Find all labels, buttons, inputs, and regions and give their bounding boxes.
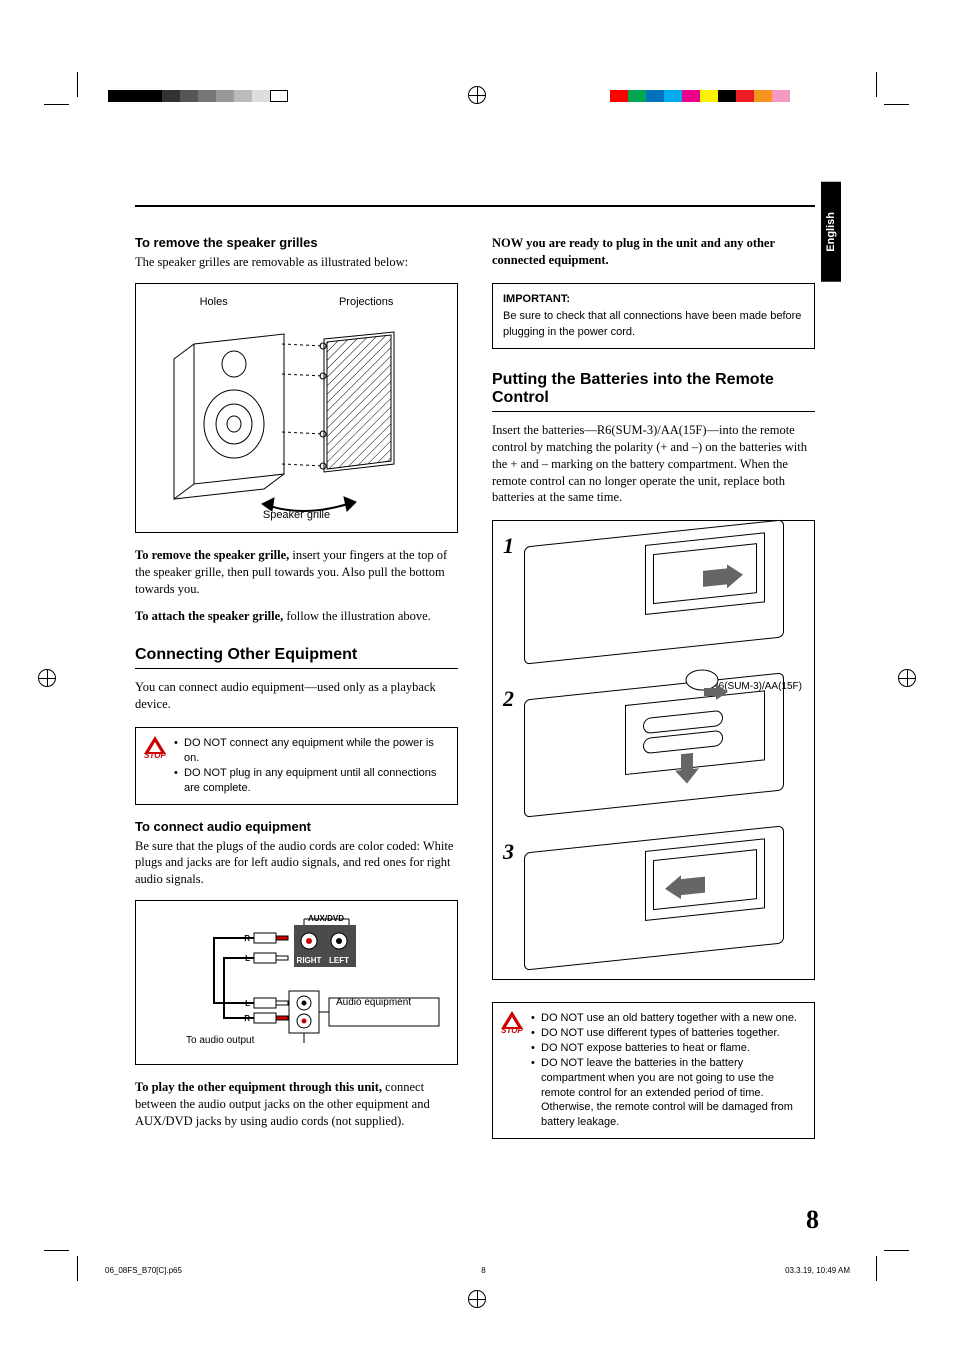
battery-indicator — [682, 666, 742, 706]
warn-item: DO NOT connect any equipment while the p… — [174, 736, 449, 766]
remote-step1 — [524, 520, 784, 665]
footer-date: 03.3.19, 10:49 AM — [785, 1266, 850, 1275]
registration-mark — [468, 86, 486, 104]
heading-audio: To connect audio equipment — [135, 819, 458, 834]
warning-connecting: STOP DO NOT connect any equipment while … — [135, 727, 458, 804]
grayscale-bar — [108, 90, 288, 102]
warn-item: DO NOT use different types of batteries … — [531, 1026, 806, 1041]
registration-mark — [468, 1290, 486, 1308]
speaker-diagram — [144, 314, 444, 524]
label-holes: Holes — [200, 296, 228, 308]
right-column: NOW you are ready to plug in the unit an… — [492, 235, 815, 1153]
svg-text:R: R — [244, 1014, 250, 1023]
label-audio-output: To audio output — [186, 1035, 254, 1046]
connecting-intro: You can connect audio equipment—used onl… — [135, 679, 458, 713]
heading-batteries: Putting the Batteries into the Remote Co… — [492, 371, 815, 412]
warn-item: DO NOT leave the batteries in the batter… — [531, 1056, 806, 1130]
heading-remove-grilles: To remove the speaker grilles — [135, 235, 458, 250]
svg-text:L: L — [245, 999, 250, 1008]
figure-speaker-grille: Holes Projections — [135, 283, 458, 533]
play-other-text: To play the other equipment through this… — [135, 1079, 458, 1130]
attach-text: To attach the speaker grille, follow the… — [135, 608, 458, 625]
audio-intro: Be sure that the plugs of the audio cord… — [135, 838, 458, 889]
footer-page: 8 — [481, 1266, 485, 1275]
now-ready: NOW you are ready to plug in the unit an… — [492, 235, 815, 269]
batteries-intro: Insert the batteries—R6(SUM-3)/AA(15F)—i… — [492, 422, 815, 506]
svg-text:LEFT: LEFT — [329, 956, 349, 965]
language-tab: English — [821, 182, 841, 282]
remote-step2 — [524, 673, 784, 818]
label-speaker-grille: Speaker grille — [263, 509, 330, 521]
left-column: To remove the speaker grilles The speake… — [135, 235, 458, 1153]
figure-remote-batteries: 1 2 — [492, 520, 815, 980]
warning-batteries: STOP DO NOT use an old battery together … — [492, 1002, 815, 1139]
figure-audio-connection: AUX/DVD RIGHT LEFT R L — [135, 900, 458, 1065]
page-content: To remove the speaker grilles The speake… — [135, 205, 815, 1153]
svg-text:AUX/DVD: AUX/DVD — [308, 914, 344, 923]
remove-text: To remove the speaker grille, insert you… — [135, 547, 458, 598]
label-projections: Projections — [339, 296, 393, 308]
registration-mark — [38, 669, 56, 687]
grilles-intro: The speaker grilles are removable as ill… — [135, 254, 458, 271]
step-1-number: 1 — [503, 533, 514, 651]
label-audio-equipment: Audio equipment — [336, 997, 411, 1008]
important-title: IMPORTANT: — [503, 292, 804, 307]
important-box: IMPORTANT: Be sure to check that all con… — [492, 283, 815, 349]
important-text: Be sure to check that all connections ha… — [503, 309, 804, 340]
step-3-number: 3 — [503, 839, 514, 957]
heading-connecting: Connecting Other Equipment — [135, 646, 458, 669]
stop-icon: STOP — [499, 1011, 525, 1037]
warn-item: DO NOT plug in any equipment until all c… — [174, 766, 449, 796]
warn-item: DO NOT use an old battery together with … — [531, 1011, 806, 1026]
footer-file: 06_08FS_B70[C].p65 — [105, 1266, 182, 1275]
step-2-number: 2 — [503, 686, 514, 804]
warn-item: DO NOT expose batteries to heat or flame… — [531, 1041, 806, 1056]
footer: 06_08FS_B70[C].p65 8 03.3.19, 10:49 AM — [105, 1266, 850, 1275]
remote-step3 — [524, 826, 784, 971]
svg-text:RIGHT: RIGHT — [297, 956, 322, 965]
stop-icon: STOP — [142, 736, 168, 762]
registration-mark — [898, 669, 916, 687]
page-number: 8 — [806, 1205, 819, 1235]
color-bar — [610, 90, 790, 102]
